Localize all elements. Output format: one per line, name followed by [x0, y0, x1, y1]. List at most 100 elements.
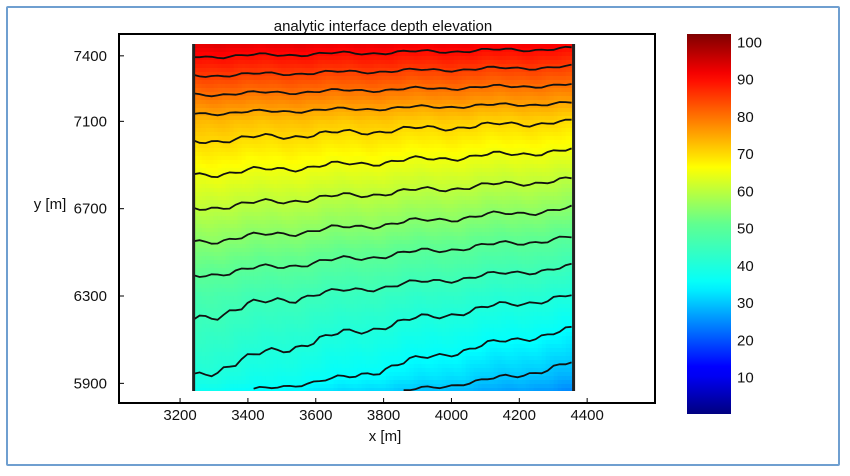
heatmap-cell [357, 176, 363, 181]
heatmap-cell [237, 100, 243, 105]
heatmap-cell [281, 92, 287, 97]
heatmap-cell [301, 104, 307, 109]
heatmap-cell [493, 236, 499, 241]
heatmap-cell [285, 128, 291, 133]
heatmap-cell [205, 216, 211, 221]
heatmap-cell [201, 168, 207, 173]
heatmap-cell [361, 80, 367, 85]
heatmap-cell [225, 156, 231, 161]
heatmap-cell [477, 144, 483, 149]
heatmap-cell [461, 184, 467, 189]
heatmap-cell [301, 56, 307, 61]
heatmap-cell [237, 148, 243, 153]
heatmap-cell [361, 180, 367, 185]
heatmap-cell [269, 200, 275, 205]
heatmap-cell [265, 112, 271, 117]
heatmap-cell [273, 80, 279, 85]
heatmap-cell [221, 224, 227, 229]
heatmap-cell [337, 196, 343, 201]
heatmap-cell [465, 112, 471, 117]
heatmap-cell [525, 52, 531, 57]
heatmap-cell [429, 172, 435, 177]
heatmap-cell [221, 228, 227, 233]
heatmap-cell [561, 200, 567, 205]
heatmap-cell [529, 96, 535, 101]
heatmap-cell [529, 44, 535, 49]
heatmap-cell [417, 200, 423, 205]
heatmap-cell [357, 156, 363, 161]
heatmap-cell [365, 84, 371, 89]
heatmap-cell [349, 104, 355, 109]
heatmap-cell [225, 252, 231, 257]
heatmap-cell [281, 76, 287, 81]
heatmap-cell [505, 176, 511, 181]
heatmap-cell [409, 196, 415, 201]
heatmap-cell [265, 172, 271, 177]
heatmap-cell [209, 136, 215, 141]
heatmap-cell [337, 236, 343, 241]
heatmap-cell [557, 88, 563, 93]
heatmap-cell [233, 64, 239, 69]
heatmap-cell [237, 224, 243, 229]
heatmap-cell [205, 188, 211, 193]
heatmap-cell [421, 200, 427, 205]
heatmap-cell [425, 56, 431, 61]
heatmap-cell [305, 132, 311, 137]
heatmap-cell [285, 116, 291, 121]
heatmap-cell [513, 244, 519, 249]
heatmap-cell [253, 80, 259, 85]
heatmap-cell [389, 204, 395, 209]
heatmap-cell [485, 148, 491, 153]
heatmap-cell [377, 152, 383, 157]
heatmap-cell [241, 252, 247, 257]
heatmap-cell [233, 44, 239, 49]
heatmap-cell [529, 140, 535, 145]
heatmap-cell [545, 148, 551, 153]
heatmap-cell [213, 68, 219, 73]
heatmap-cell [421, 176, 427, 181]
heatmap-cell [533, 144, 539, 149]
heatmap-cell [561, 240, 567, 245]
heatmap-cell [201, 156, 207, 161]
heatmap-cell [321, 156, 327, 161]
heatmap-cell [405, 192, 411, 197]
heatmap-cell [249, 156, 255, 161]
heatmap-cell [345, 92, 351, 97]
heatmap-cell [545, 88, 551, 93]
heatmap-cell [405, 228, 411, 233]
heatmap-cell [509, 64, 515, 69]
heatmap-cell [277, 160, 283, 165]
heatmap-cell [237, 136, 243, 141]
heatmap-cell [333, 72, 339, 77]
heatmap-cell [449, 212, 455, 217]
heatmap-cell [273, 144, 279, 149]
heatmap-cell [221, 52, 227, 57]
heatmap-cell [421, 160, 427, 165]
heatmap-cell [461, 52, 467, 57]
heatmap-cell [513, 80, 519, 85]
heatmap-cell [557, 136, 563, 141]
heatmap-cell [489, 180, 495, 185]
heatmap-cell [229, 144, 235, 149]
heatmap-cell [245, 124, 251, 129]
heatmap-cell [341, 76, 347, 81]
heatmap-cell [549, 196, 555, 201]
heatmap-cell [281, 68, 287, 73]
heatmap-cell [509, 48, 515, 53]
heatmap-cell [193, 124, 199, 129]
heatmap-cell [237, 80, 243, 85]
heatmap-cell [569, 68, 574, 73]
heatmap-cell [277, 108, 283, 113]
heatmap-cell [197, 160, 203, 165]
heatmap-cell [369, 244, 375, 249]
heatmap-cell [501, 192, 507, 197]
heatmap-cell [357, 208, 363, 213]
heatmap-cell [201, 160, 207, 165]
heatmap-cell [265, 124, 271, 129]
heatmap-cell [345, 248, 351, 253]
heatmap-cell [229, 184, 235, 189]
heatmap-cell [301, 88, 307, 93]
heatmap-cell [513, 116, 519, 121]
heatmap-cell [301, 84, 307, 89]
heatmap-cell [557, 192, 563, 197]
